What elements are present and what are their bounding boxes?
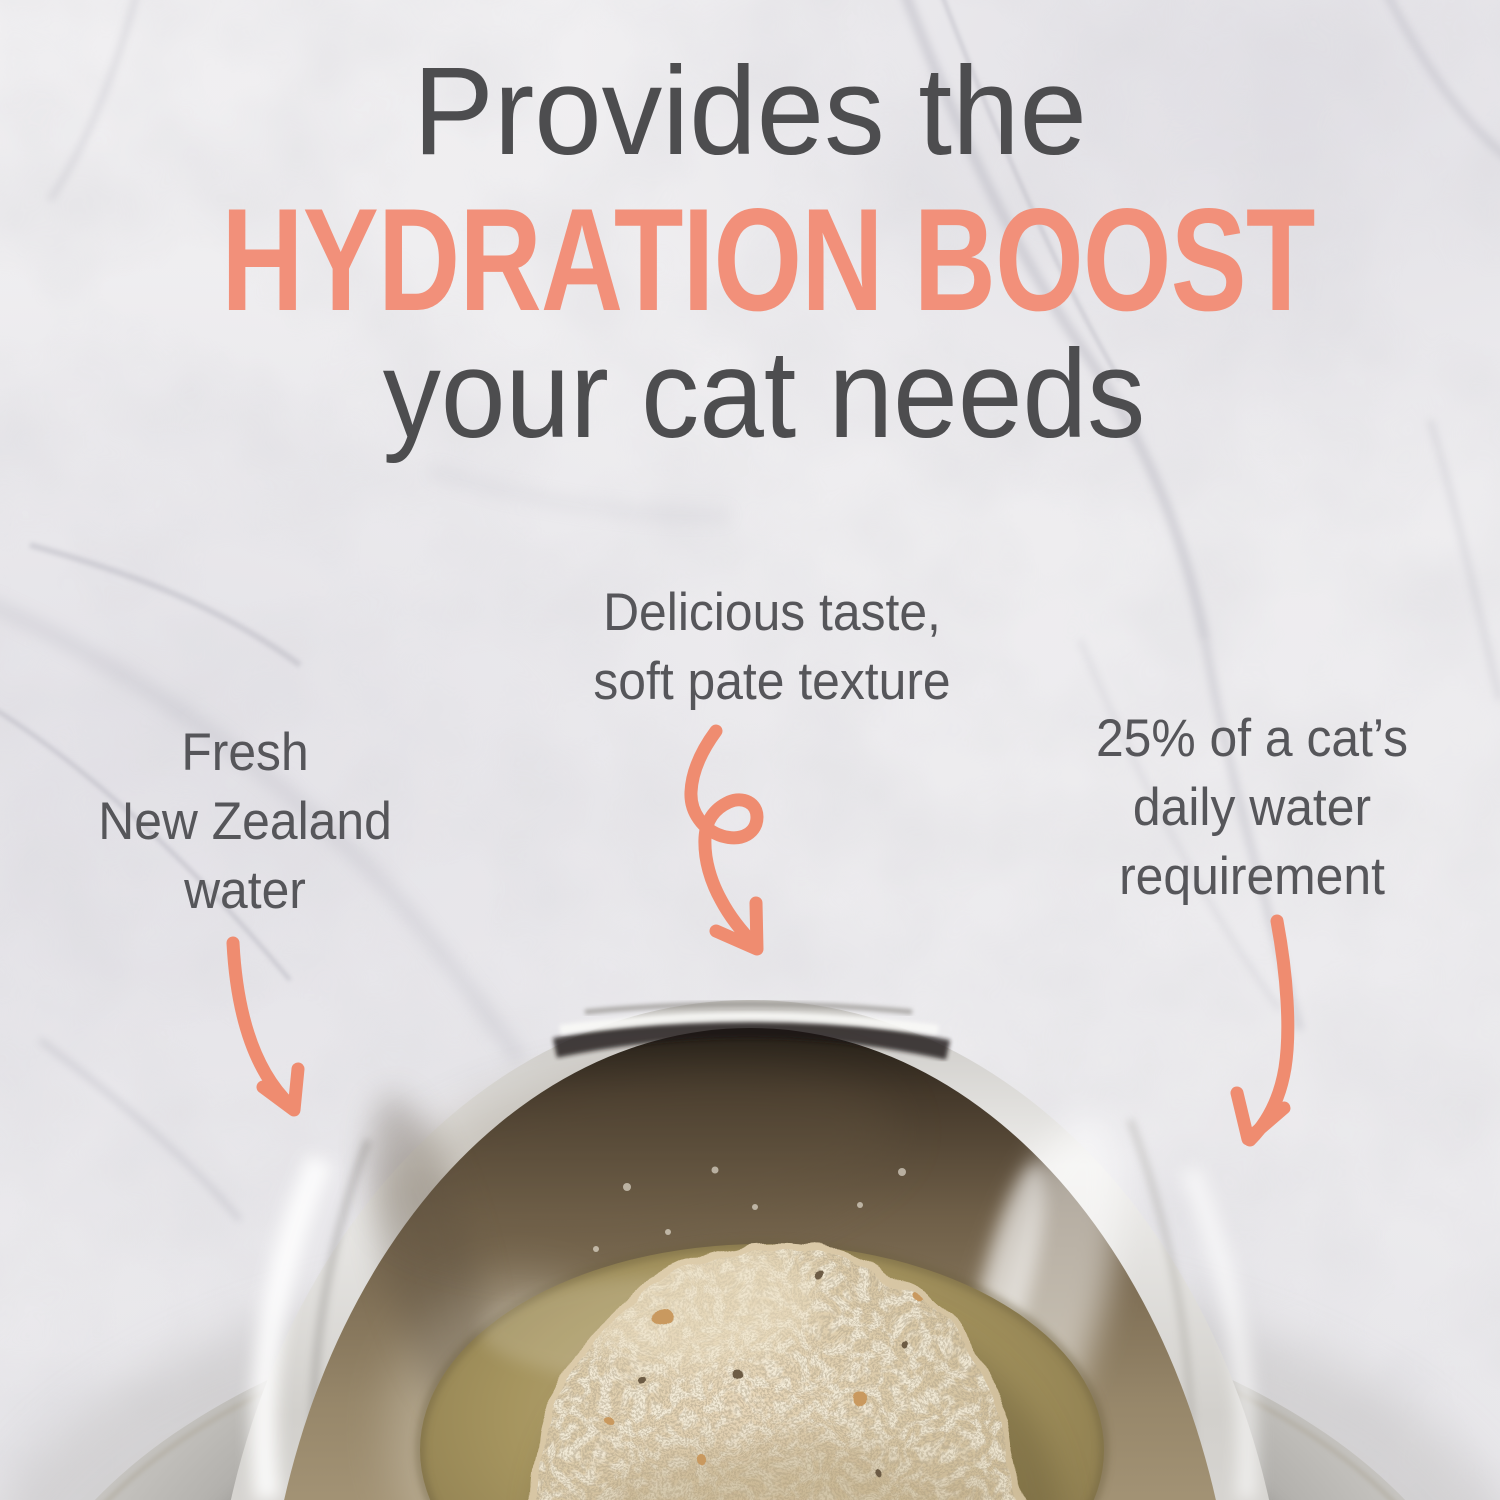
callout-line: Delicious taste, xyxy=(603,583,941,642)
callout-line: requirement xyxy=(1119,847,1385,906)
callout-water-requirement: 25% of a cat’s daily water requirement xyxy=(1036,704,1468,911)
callout-fresh-water: Fresh New Zealand water xyxy=(57,718,433,925)
callout-line: 25% of a cat’s xyxy=(1095,709,1409,768)
bowl-rim-crest xyxy=(559,1001,939,1035)
curved-arrow-down-icon xyxy=(1230,914,1295,1147)
callout-line: soft pate texture xyxy=(593,652,951,711)
title-line-2-accent: HYDRATION BOOST xyxy=(221,178,1315,341)
curved-arrow-down-icon xyxy=(226,936,305,1117)
pet-bowl-photo xyxy=(3,1000,1497,1500)
callout-line: New Zealand xyxy=(98,792,392,851)
looping-arrow-down-icon xyxy=(684,724,764,956)
title-line-3: your cat needs xyxy=(382,325,1146,464)
callout-line: Fresh xyxy=(181,723,309,782)
water-droplets xyxy=(593,1166,906,1252)
callout-line: daily water xyxy=(1132,778,1372,837)
title-line-1: Provides the xyxy=(413,42,1087,181)
annotation-arrows xyxy=(226,724,1295,1147)
callout-line: water xyxy=(184,861,306,920)
callout-taste-texture: Delicious taste, soft pate texture xyxy=(490,578,1054,716)
